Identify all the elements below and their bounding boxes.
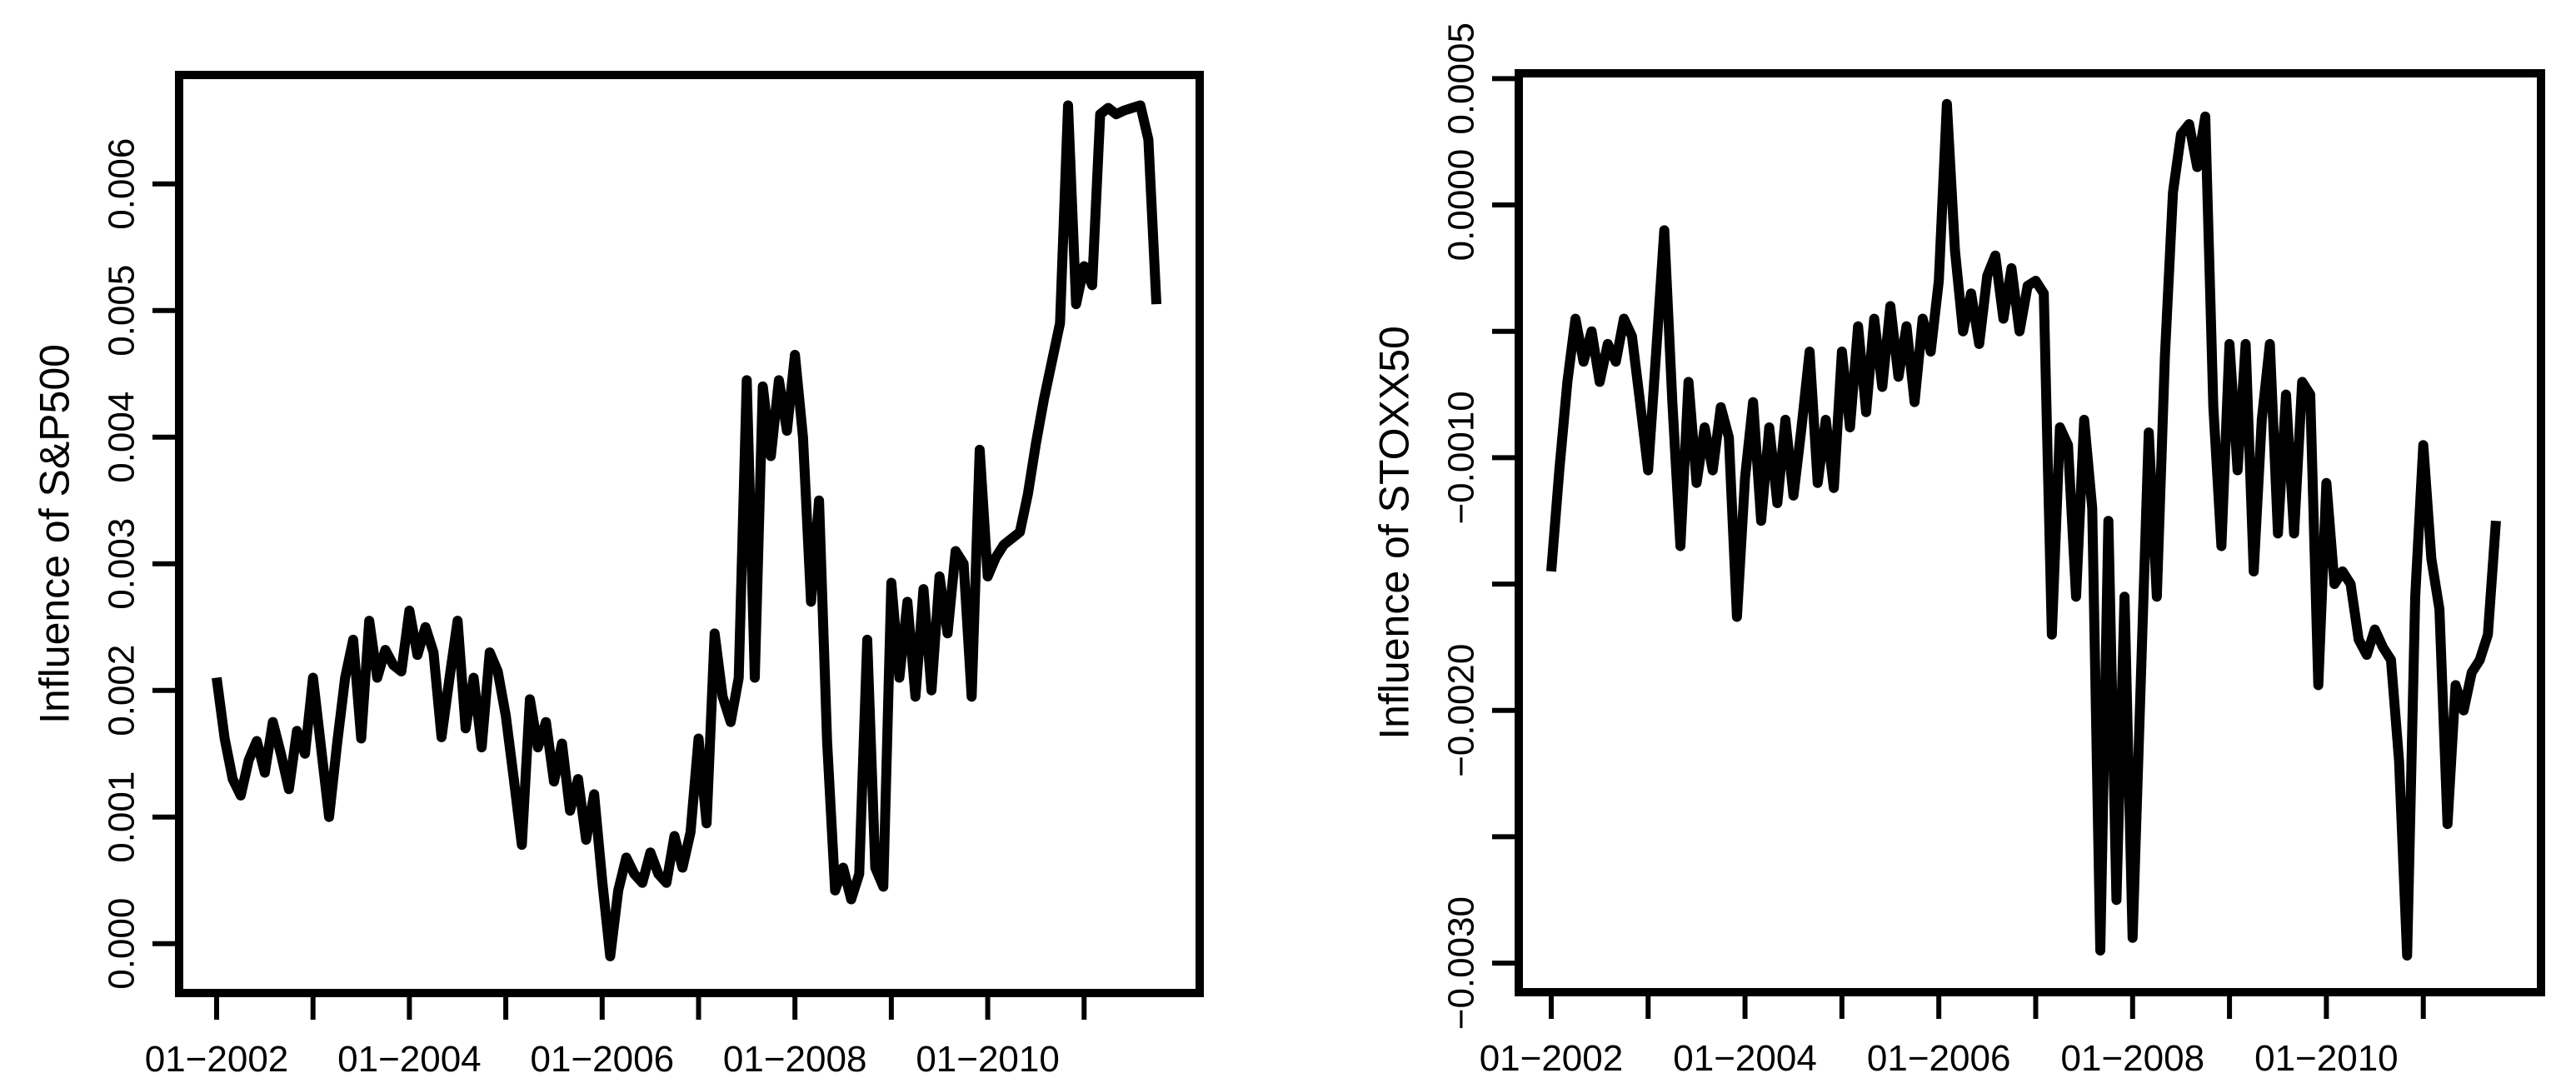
sp500-y-axis-title: Influence of S&P500 bbox=[32, 344, 78, 724]
stoxx50-y-tick-label: −0.0020 bbox=[1440, 644, 1481, 777]
sp500-series-line bbox=[212, 100, 1162, 961]
sp500-y-tick-label: 0.000 bbox=[101, 898, 142, 990]
stoxx50-y-tick-label: −0.0010 bbox=[1440, 391, 1481, 524]
sp500-y-tick-label: 0.004 bbox=[101, 392, 142, 483]
sp500-y-tick-label: 0.006 bbox=[101, 138, 142, 230]
stoxx50-x-axis: 01−2002 01−2004 01−2006 01−2008 01−2010 bbox=[1480, 992, 2426, 1079]
sp500-x-tick-label: 01−2008 bbox=[723, 1039, 867, 1080]
stoxx50-series-line bbox=[1545, 98, 2501, 961]
sp500-y-tick-label: 0.003 bbox=[101, 518, 142, 610]
stoxx50-x-tick-label: 01−2008 bbox=[2061, 1038, 2205, 1079]
sp500-x-tick-label: 01−2010 bbox=[916, 1039, 1060, 1080]
sp500-x-tick-label: 01−2006 bbox=[531, 1039, 675, 1080]
stoxx50-y-axis-title: Influence of STOXX50 bbox=[1371, 326, 1418, 740]
stoxx50-x-tick-label: 01−2004 bbox=[1673, 1038, 1817, 1079]
sp500-x-tick-label: 01−2004 bbox=[337, 1039, 482, 1080]
sp500-y-tick-label: 0.002 bbox=[101, 645, 142, 736]
sp500-y-axis: 0.000 0.001 0.002 0.003 0.004 0.005 0.006 bbox=[101, 138, 179, 990]
stoxx50-plot-box bbox=[1515, 69, 2545, 996]
sp500-chart: 01−2002 01−2004 01−2006 01−2008 01−2010 0.000… bbox=[32, 71, 1204, 1080]
stoxx50-y-axis: −0.0030 −0.0020 −0.0010 0.0000 0.0005 bbox=[1440, 22, 1519, 1030]
sp500-y-tick-label: 0.001 bbox=[101, 771, 142, 863]
sp500-plot-svg: 01−2002 01−2004 01−2006 01−2008 01−2010 0.000… bbox=[32, 71, 1204, 1080]
stoxx50-x-tick-label: 01−2002 bbox=[1480, 1038, 1624, 1079]
stoxx50-x-tick-label: 01−2010 bbox=[2254, 1038, 2399, 1079]
sp500-x-axis: 01−2002 01−2004 01−2006 01−2008 01−2010 bbox=[145, 993, 1087, 1080]
stoxx50-chart: 01−2002 01−2004 01−2006 01−2008 01−2010 −0.00… bbox=[1288, 0, 2576, 1088]
stoxx50-x-tick-label: 01−2006 bbox=[1867, 1038, 2011, 1079]
stoxx50-y-tick-label: 0.0000 bbox=[1440, 149, 1481, 262]
sp500-y-tick-label: 0.005 bbox=[101, 265, 142, 357]
stoxx50-plot-svg: 01−2002 01−2004 01−2006 01−2008 01−2010 −0.00… bbox=[1371, 22, 2545, 1079]
sp500-x-tick-label: 01−2002 bbox=[145, 1039, 289, 1080]
stoxx50-y-tick-label: −0.0030 bbox=[1440, 896, 1481, 1030]
sp500-plot-box bbox=[175, 71, 1204, 997]
stoxx50-y-tick-label: 0.0005 bbox=[1440, 22, 1481, 135]
